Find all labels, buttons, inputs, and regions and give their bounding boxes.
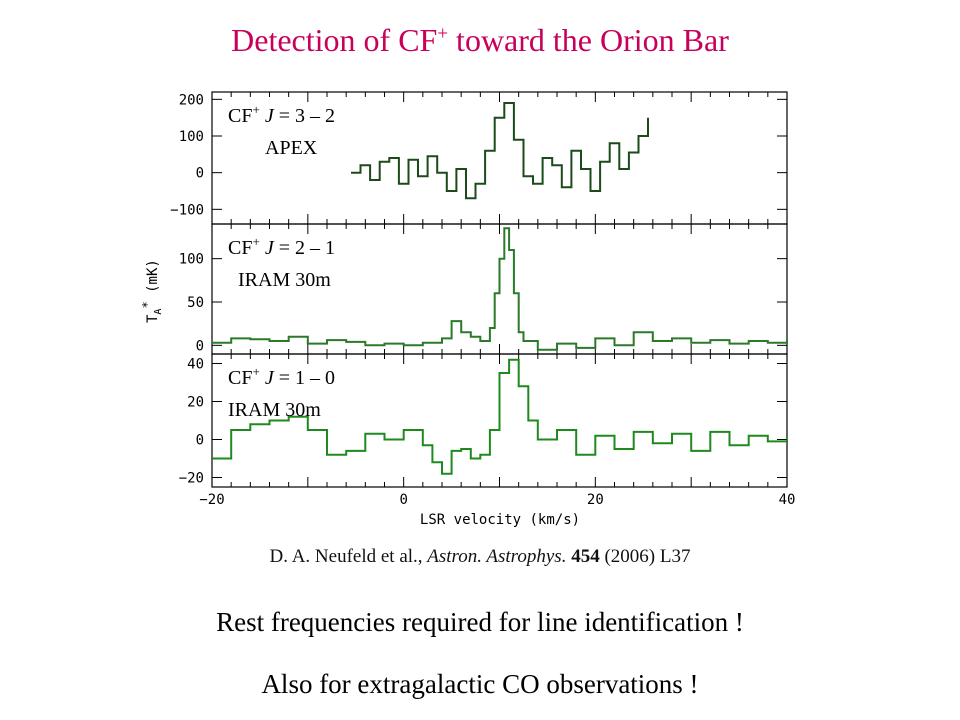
y-tick-label: 100 [179, 252, 204, 268]
citation: D. A. Neufeld et al., Astron. Astrophys.… [0, 546, 960, 568]
spectrum-line-1 [212, 227, 788, 351]
y-tick-label: −100 [170, 202, 204, 218]
y-tick-label: 20 [187, 395, 204, 411]
note-rest-frequencies: Rest frequencies required for line ident… [216, 607, 744, 637]
y-tick-label: 200 [179, 92, 204, 108]
title-superscript: + [437, 23, 449, 45]
x-axis-label: LSR velocity (km/s) [420, 512, 580, 528]
title-rest: toward the Orion Bar [448, 22, 729, 58]
citation-authors: D. A. Neufeld et al., [269, 546, 428, 567]
citation-year-page: (2006) L37 [599, 546, 691, 567]
y-tick-label: 0 [196, 166, 204, 182]
y-tick-label: 50 [187, 295, 204, 311]
y-tick-label: 0 [196, 433, 204, 449]
panel-label-line2: IRAM 30m [238, 269, 331, 291]
panel-label-line2: APEX [265, 137, 318, 159]
panel-label-line1: CF+ J = 3 – 2 [228, 102, 335, 127]
panel-label-line1: CF+ J = 1 – 0 [228, 364, 335, 389]
title-text: Detection of CF [231, 22, 438, 58]
spectrum-line-0 [351, 102, 649, 200]
y-tick-label: 40 [187, 357, 204, 373]
x-tick-label: 40 [779, 492, 796, 508]
y-tick-label: 0 [196, 338, 204, 354]
x-tick-label: 0 [399, 492, 407, 508]
y-tick-label: 100 [179, 129, 204, 145]
y-axis-label: TA* (mK) [140, 259, 164, 323]
panel-label-line1: CF+ J = 2 – 1 [228, 234, 335, 259]
citation-journal: Astron. Astrophys. [427, 546, 567, 567]
spectrum-line-2 [212, 358, 788, 475]
slide-title: Detection of CF+ toward the Orion Bar [0, 22, 960, 59]
note-extragalactic: Also for extragalactic CO observations ! [261, 669, 699, 699]
citation-volume: 454 [571, 546, 600, 567]
panel-label-line2: IRAM 30m [228, 399, 321, 421]
x-tick-label: −20 [199, 492, 224, 508]
y-tick-label: −20 [179, 471, 204, 487]
x-tick-label: 20 [587, 492, 604, 508]
